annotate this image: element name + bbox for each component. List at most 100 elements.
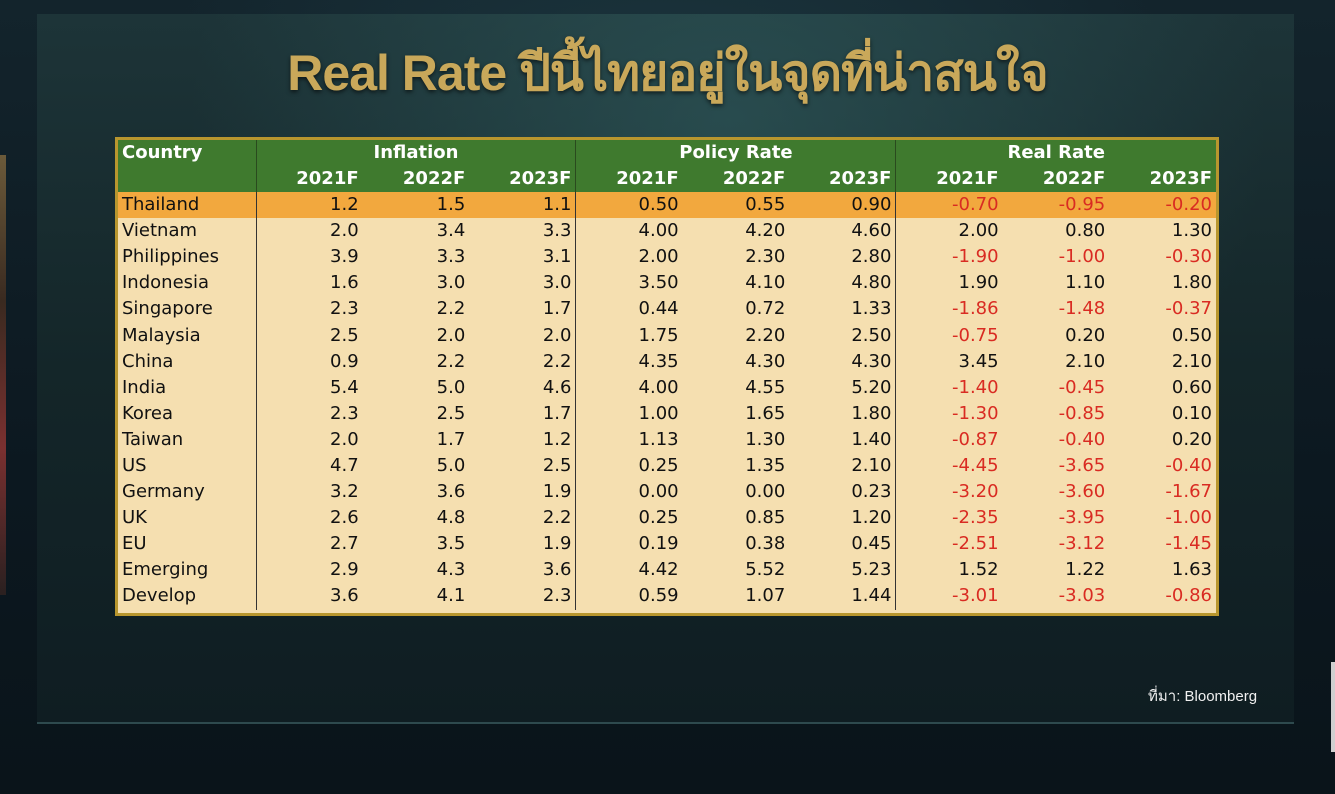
policy-rate-cell: 4.60 — [851, 220, 892, 242]
table-row: Taiwan 2.0 1.7 1.2 1.13 1.30 1.40 -0.87 -0.40 0.2… — [118, 426, 1216, 453]
policy-rate-cell: 0.45 — [851, 533, 892, 555]
table-row: Emerging 2.9 4.3 3.6 4.42 5.52 5.23 1.52 1.22 1.6… — [118, 557, 1216, 584]
policy-rate-cell: 4.20 — [745, 220, 786, 242]
inflation-cell: 5.0 — [436, 454, 466, 476]
real-rate-cell: -0.45 — [1058, 376, 1106, 398]
real-rate-cell: -0.40 — [1058, 428, 1106, 450]
inflation-cell: 2.2 — [542, 350, 572, 372]
country-cell: Korea — [122, 402, 174, 424]
table-row: Malaysia 2.5 2.0 2.0 1.75 2.20 2.50 -0.75 0.20 0.… — [118, 322, 1216, 349]
inflation-cell: 3.4 — [436, 220, 466, 242]
inflation-cell: 2.5 — [436, 402, 466, 424]
real-rate-cell: 0.60 — [1171, 376, 1212, 398]
policy-rate-cell: 0.59 — [575, 583, 683, 610]
real-rate-cell: 0.50 — [1171, 324, 1212, 346]
country-cell: China — [122, 350, 174, 372]
real-rate-cell: -0.95 — [1002, 192, 1110, 219]
real-rate-cell: -3.60 — [1058, 481, 1106, 503]
real-rate-cell: -0.40 — [1165, 454, 1212, 476]
real-rate-cell: -4.45 — [895, 452, 1003, 480]
policy-rate-cell: 0.55 — [682, 192, 790, 219]
inflation-cell: 5.0 — [436, 376, 466, 398]
policy-rate-cell: 5.23 — [851, 559, 892, 581]
country-cell: Taiwan — [122, 428, 184, 450]
inflation-cell: 4.7 — [255, 452, 363, 480]
inflation-cell: 2.3 — [255, 400, 363, 427]
real-rate-cell: -1.45 — [1165, 533, 1212, 555]
policy-rate-cell: 2.10 — [851, 454, 892, 476]
policy-rate-cell: 1.13 — [575, 426, 683, 453]
inflation-cell: 4.3 — [436, 559, 466, 581]
policy-rate-cell: 1.00 — [575, 400, 683, 427]
country-cell: Malaysia — [122, 324, 201, 346]
real-rate-cell: -1.48 — [1058, 298, 1106, 320]
policy-rate-cell: 4.55 — [745, 376, 786, 398]
inflation-cell: 1.7 — [542, 402, 572, 424]
inflation-cell: 4.6 — [542, 376, 572, 398]
inflation-cell: 3.0 — [436, 272, 466, 294]
inflation-cell: 1.9 — [542, 481, 572, 503]
real-rate-cell: 1.63 — [1171, 559, 1212, 581]
rates-table: Country Inflation Policy Rate Real Rate … — [118, 140, 1216, 610]
real-rate-cell: -3.03 — [1058, 585, 1106, 607]
policy-rate-cell: 0.38 — [745, 533, 786, 555]
policy-rate-cell: 0.23 — [851, 481, 892, 503]
real-rate-cell: -2.35 — [895, 505, 1003, 532]
real-rate-cell: 0.20 — [1171, 428, 1212, 450]
inflation-cell: 2.3 — [542, 585, 572, 607]
real-rate-cell: 2.10 — [1171, 350, 1212, 372]
real-rate-cell: 0.20 — [1065, 324, 1106, 346]
policy-rate-cell: 0.19 — [575, 531, 683, 558]
real-rate-cell: -0.37 — [1165, 298, 1212, 320]
inflation-cell: 2.0 — [542, 324, 572, 346]
country-cell: UK — [122, 507, 147, 529]
inflation-cell: 0.9 — [255, 348, 363, 375]
policy-rate-cell: 1.30 — [745, 428, 786, 450]
real-rate-cell: 3.45 — [895, 348, 1003, 375]
country-cell: India — [122, 376, 167, 398]
country-cell: Philippines — [122, 246, 219, 268]
inflation-cell: 3.3 — [542, 220, 572, 242]
policy-rate-cell: 1.07 — [745, 585, 786, 607]
inflation-cell: 2.2 — [542, 507, 572, 529]
table-row: UK 2.6 4.8 2.2 0.25 0.85 1.20 -2.35 -3.95 -1.00 — [118, 505, 1216, 532]
inflation-cell: 2.2 — [436, 298, 466, 320]
table-row: India 5.4 5.0 4.6 4.00 4.55 5.20 -1.40 -0.45 0.60 — [118, 374, 1216, 401]
inflation-cell: 2.5 — [542, 454, 572, 476]
table-row: Germany 3.2 3.6 1.9 0.00 0.00 0.23 -3.20 -3.60 -1… — [118, 479, 1216, 506]
inflation-cell: 1.7 — [436, 428, 466, 450]
real-year-header: 2022F — [1002, 166, 1110, 192]
real-rate-cell: 1.10 — [1065, 272, 1106, 294]
policy-rate-cell: 1.35 — [745, 454, 786, 476]
source-note: ที่มา: Bloomberg — [1148, 688, 1258, 705]
real-rate-cell: 1.90 — [895, 270, 1003, 297]
real-rate-cell: -1.86 — [895, 296, 1003, 323]
inflation-cell: 1.6 — [255, 270, 363, 297]
real-rate-cell: -1.00 — [1165, 507, 1212, 529]
table-row: Develop 3.6 4.1 2.3 0.59 1.07 1.44 -3.01 -3.03 -0… — [118, 583, 1216, 610]
policy-rate-cell: 1.33 — [851, 298, 892, 320]
inflation-cell: 2.3 — [255, 296, 363, 323]
inflation-cell: 1.7 — [542, 298, 572, 320]
real-rate-cell: 2.10 — [1065, 350, 1106, 372]
real-rate-cell: -3.95 — [1058, 507, 1106, 529]
policy-rate-cell: 4.10 — [745, 272, 786, 294]
header-group-row: Country Inflation Policy Rate Real Rate — [118, 140, 1216, 166]
real-rate-cell: 0.10 — [1171, 402, 1212, 424]
inflation-cell: 3.6 — [542, 559, 572, 581]
country-header: Country — [118, 140, 256, 166]
inflation-cell: 2.6 — [255, 505, 363, 532]
policy-rate-header: Policy Rate — [575, 140, 896, 166]
inflation-cell: 1.1 — [469, 192, 576, 219]
table-row: China 0.9 2.2 2.2 4.35 4.30 4.30 3.45 2.10 2.10 — [118, 348, 1216, 375]
right-edge-strip — [1331, 662, 1335, 752]
policy-rate-cell: 0.00 — [575, 479, 683, 506]
table-row: Singapore 2.3 2.2 1.7 0.44 0.72 1.33 -1.86 -1.48… — [118, 296, 1216, 323]
policy-rate-cell: 0.50 — [575, 192, 683, 219]
policy-rate-cell: 1.80 — [851, 402, 892, 424]
real-rate-cell: -0.75 — [895, 322, 1003, 349]
inflation-cell: 4.1 — [436, 585, 466, 607]
header-year-row: 2021F 2022F 2023F 2021F 2022F 2023F 2021… — [118, 166, 1216, 192]
policy-rate-cell: 4.30 — [851, 350, 892, 372]
policy-rate-cell: 0.72 — [745, 298, 786, 320]
